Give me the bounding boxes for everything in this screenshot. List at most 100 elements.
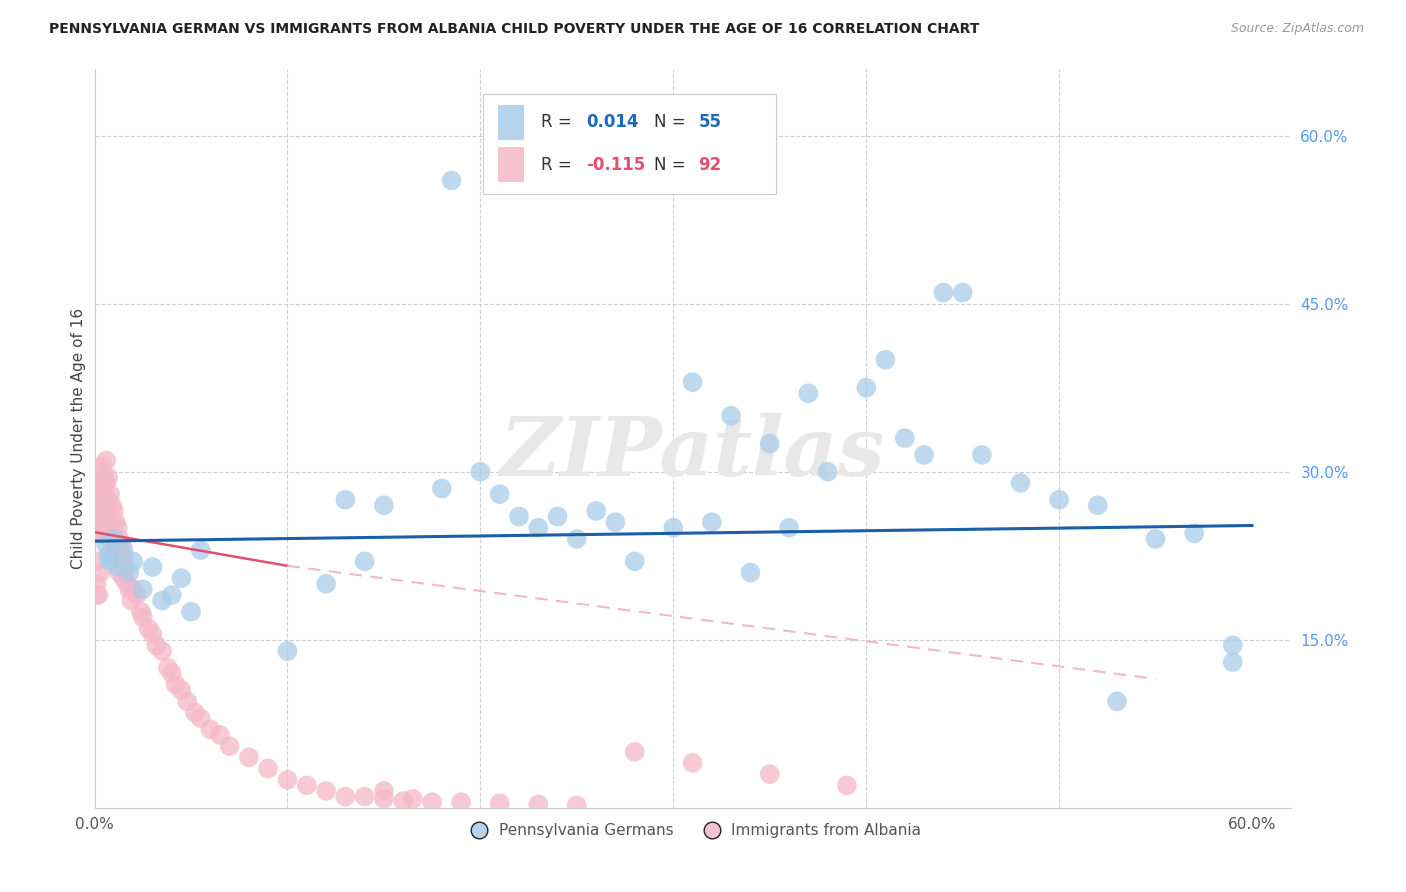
Point — [450, 795, 472, 809]
Point — [208, 728, 231, 742]
Point — [150, 644, 173, 658]
Point — [112, 571, 135, 585]
Point — [315, 784, 337, 798]
Text: R =: R = — [541, 155, 576, 174]
Point — [200, 723, 222, 737]
Point — [150, 593, 173, 607]
Point — [107, 560, 129, 574]
Point — [103, 504, 125, 518]
Text: 0.014: 0.014 — [586, 113, 638, 131]
Point — [488, 487, 510, 501]
Point — [335, 789, 357, 804]
Point — [682, 756, 704, 770]
Point — [93, 482, 115, 496]
Point — [122, 582, 145, 597]
Point — [797, 386, 820, 401]
Point — [108, 532, 131, 546]
Point — [112, 543, 135, 558]
Point — [952, 285, 974, 300]
Point — [89, 566, 111, 580]
Point — [1222, 655, 1244, 669]
Point — [527, 797, 550, 812]
Point — [101, 521, 124, 535]
Point — [91, 526, 114, 541]
Point — [835, 778, 858, 792]
Point — [605, 515, 627, 529]
Point — [682, 375, 704, 389]
Point — [101, 499, 124, 513]
Point — [93, 470, 115, 484]
Bar — [498, 104, 524, 140]
Point — [93, 504, 115, 518]
Point — [87, 482, 110, 496]
Point — [97, 521, 120, 535]
Point — [740, 566, 762, 580]
Point — [118, 582, 141, 597]
Point — [295, 778, 318, 792]
Point — [91, 504, 114, 518]
Point — [440, 173, 463, 187]
Point — [623, 745, 645, 759]
Point — [118, 566, 141, 580]
Point — [373, 792, 395, 806]
Point — [353, 789, 375, 804]
Point — [107, 521, 129, 535]
Point — [970, 448, 993, 462]
Point — [104, 543, 127, 558]
Point — [94, 537, 117, 551]
Point — [86, 588, 108, 602]
Point — [778, 521, 800, 535]
Point — [156, 661, 179, 675]
Text: N =: N = — [654, 113, 692, 131]
Point — [276, 644, 298, 658]
Point — [94, 504, 117, 518]
Point — [94, 475, 117, 490]
Point — [184, 706, 207, 720]
Point — [218, 739, 240, 753]
Point — [420, 795, 443, 809]
Point — [1182, 526, 1205, 541]
Point — [103, 549, 125, 563]
Point — [93, 521, 115, 535]
Point — [700, 515, 723, 529]
Point — [97, 492, 120, 507]
Point — [94, 453, 117, 467]
Point — [720, 409, 742, 423]
Point — [353, 554, 375, 568]
Point — [98, 487, 121, 501]
Point — [315, 576, 337, 591]
Point — [108, 566, 131, 580]
Point — [138, 622, 160, 636]
Text: 55: 55 — [699, 113, 721, 131]
Point — [190, 543, 212, 558]
Point — [103, 526, 125, 541]
Point — [758, 767, 780, 781]
Point — [86, 576, 108, 591]
Point — [758, 436, 780, 450]
Point — [894, 431, 917, 445]
Point — [1087, 499, 1109, 513]
Text: 92: 92 — [699, 155, 721, 174]
Point — [160, 666, 183, 681]
Point — [160, 588, 183, 602]
Point — [97, 549, 120, 563]
Text: N =: N = — [654, 155, 692, 174]
Point — [104, 515, 127, 529]
Point — [117, 576, 139, 591]
Text: Source: ZipAtlas.com: Source: ZipAtlas.com — [1230, 22, 1364, 36]
Point — [145, 638, 167, 652]
Point — [170, 683, 193, 698]
Point — [165, 677, 187, 691]
Point — [1105, 694, 1128, 708]
Point — [89, 487, 111, 501]
Point — [87, 492, 110, 507]
Point — [87, 504, 110, 518]
Point — [89, 504, 111, 518]
Point — [91, 487, 114, 501]
Point — [508, 509, 530, 524]
Point — [129, 605, 152, 619]
Point — [373, 499, 395, 513]
Point — [91, 470, 114, 484]
Point — [132, 610, 155, 624]
Point — [180, 605, 202, 619]
